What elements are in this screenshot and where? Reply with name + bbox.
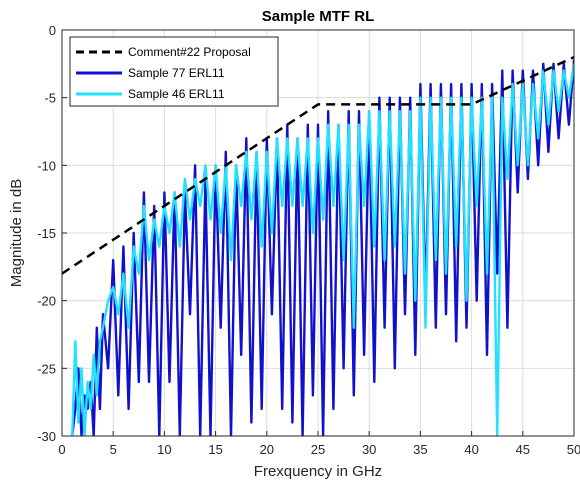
series-line-0: [62, 55, 574, 275]
series-layer: [62, 55, 574, 436]
legend: Comment#22 Proposal Sample 77 ERL11 Sample…: [69, 36, 279, 107]
y-tick-label: -30: [37, 429, 56, 444]
y-tick-label: 0: [49, 23, 56, 38]
x-tick-label: 45: [516, 442, 530, 457]
y-tick-label: -10: [37, 158, 56, 173]
x-tick-label: 15: [208, 442, 222, 457]
x-axis-label: Frexquency in GHz: [254, 463, 382, 480]
x-tick-label: 0: [58, 442, 65, 457]
series-line-2: [71, 63, 574, 436]
y-axis-label: Magnitude in dB: [8, 179, 25, 287]
y-tick-label: -25: [37, 361, 56, 376]
x-tick-label: 20: [260, 442, 274, 457]
chart-title: Sample MTF RL: [262, 8, 375, 25]
series-line-1: [71, 59, 574, 436]
x-tick-label: 50: [567, 442, 580, 457]
y-tick-label: -5: [44, 91, 56, 106]
x-tick-label: 10: [157, 442, 171, 457]
x-tick-label: 25: [311, 442, 325, 457]
legend-label-2: Sample 46 ERL11: [128, 87, 225, 101]
y-tick-label: -15: [37, 226, 56, 241]
legend-label-1: Sample 77 ERL11: [128, 66, 225, 80]
tick-layer: 0 5 10 15 20 25 30 35 40 45 50 0 -5 -10 -15 -20 -25 -30: [37, 23, 580, 457]
y-tick-label: -20: [37, 294, 56, 309]
x-tick-label: 30: [362, 442, 376, 457]
x-tick-label: 40: [464, 442, 478, 457]
x-tick-label: 5: [110, 442, 117, 457]
legend-label-0: Comment#22 Proposal: [128, 45, 251, 59]
x-tick-label: 35: [413, 442, 427, 457]
